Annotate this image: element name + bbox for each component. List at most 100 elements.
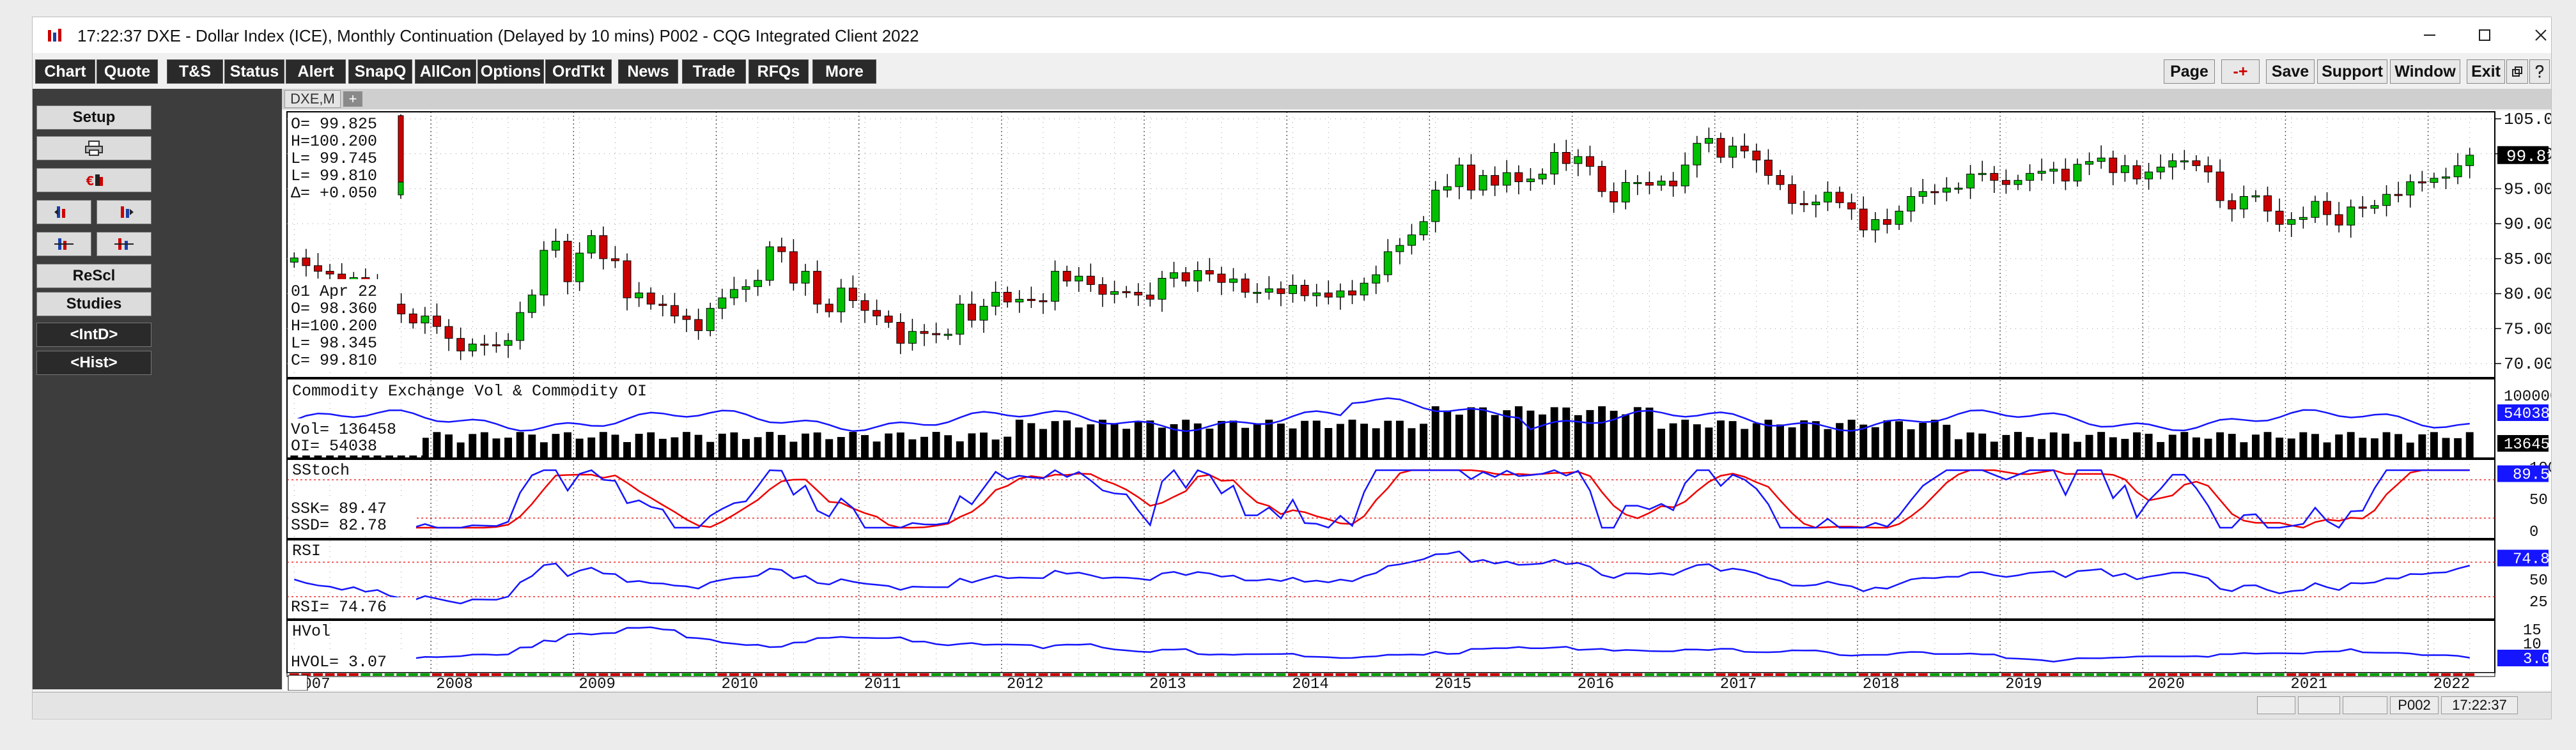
alert-button[interactable]: Alert <box>286 59 346 84</box>
candle <box>1966 173 1975 188</box>
candle <box>516 312 525 341</box>
rsi-panel-title: RSI <box>292 542 321 560</box>
candle <box>2049 169 2058 172</box>
add-tab-button[interactable]: + <box>343 91 362 107</box>
candle <box>801 271 810 284</box>
chart-svg[interactable]: 2007 2008 2009 2010 2011 2012 2013 2014 2015 2016… <box>283 110 2551 693</box>
title-text: DXE - Dollar Index (ICE), Monthly Contin… <box>146 26 919 45</box>
time-axis-marker <box>1514 673 1524 676</box>
volume-bar <box>1087 424 1095 458</box>
studies-button[interactable]: Studies <box>36 292 151 316</box>
time-axis-marker <box>432 673 442 676</box>
ts-button[interactable]: T&S <box>167 59 223 84</box>
volume-bar <box>2002 434 2010 458</box>
volume-bar <box>469 434 477 458</box>
volume-bar <box>1039 429 1047 458</box>
setup-button[interactable]: Setup <box>36 105 151 130</box>
volume-bar <box>2370 438 2378 458</box>
time-axis-marker <box>764 673 775 676</box>
restore-button[interactable] <box>2506 59 2528 84</box>
chart-tab[interactable]: DXE,M <box>284 90 341 108</box>
last-bar-info-row: H=100.200 <box>291 132 377 151</box>
save-button[interactable]: Save <box>2266 59 2315 84</box>
news-button[interactable]: News <box>618 59 678 84</box>
time-axis-marker <box>1288 673 1298 676</box>
status-button[interactable]: Status <box>224 59 284 84</box>
time-axis-marker <box>2310 673 2320 676</box>
volume-bar <box>706 441 715 458</box>
print-button[interactable] <box>36 136 151 160</box>
stoch-info-bg <box>288 498 416 535</box>
maximize-button[interactable] <box>2465 22 2504 48</box>
more-button[interactable]: More <box>812 59 876 84</box>
compress-button[interactable] <box>36 232 91 256</box>
candle <box>1680 164 1689 187</box>
time-axis-marker <box>1145 673 1155 676</box>
time-axis-marker <box>1300 673 1310 676</box>
hvol-last-marker <box>2497 650 2549 666</box>
snapq-button[interactable]: SnapQ <box>348 59 412 84</box>
volume-bar <box>1514 406 1523 458</box>
time-axis-marker <box>1395 673 1405 676</box>
chart-area[interactable]: 2007 2008 2009 2010 2011 2012 2013 2014 2015 2016… <box>283 110 2551 693</box>
trade-button[interactable]: Trade <box>682 59 746 84</box>
exit-button[interactable]: Exit <box>2467 59 2505 84</box>
options-button[interactable]: Options <box>477 59 544 84</box>
allcon-button[interactable]: AllCon <box>415 59 476 84</box>
time-axis-marker <box>1704 673 1714 676</box>
volume-bar <box>873 441 881 458</box>
time-axis-marker <box>788 673 798 676</box>
time-axis-marker <box>1418 673 1429 676</box>
scroll-left-button[interactable] <box>36 200 91 224</box>
volume-bar <box>849 432 857 458</box>
time-axis-marker <box>1537 673 1548 676</box>
rfqs-button[interactable]: RFQs <box>749 59 809 84</box>
time-axis-marker <box>373 673 382 676</box>
x-tick-label: 2015 <box>1434 676 1471 691</box>
candle <box>1776 175 1785 185</box>
support-button[interactable]: Support <box>2317 59 2387 84</box>
volume-bar <box>635 434 643 458</box>
volume-bar <box>777 434 786 458</box>
volume-bar <box>504 438 513 458</box>
volume-bar <box>1978 433 1987 458</box>
time-axis-marker <box>812 673 823 676</box>
help-button[interactable] <box>2529 59 2550 84</box>
history-button[interactable]: <Hist> <box>36 351 151 375</box>
time-axis-marker <box>1312 673 1322 676</box>
time-axis-marker <box>2108 673 2118 676</box>
stoch-info-ssd: SSD= 82.78 <box>291 516 387 535</box>
page-minus-plus-button[interactable]: -+ <box>2221 59 2260 84</box>
candle <box>1478 175 1487 191</box>
volume-bar <box>861 435 869 458</box>
candle <box>599 235 608 259</box>
candle <box>1312 293 1321 296</box>
candle <box>1443 186 1452 191</box>
ordtkt-button[interactable]: OrdTkt <box>545 59 612 84</box>
chart-button[interactable]: Chart <box>35 59 95 84</box>
close-button[interactable] <box>2522 22 2551 48</box>
candle <box>2453 165 2462 178</box>
candle <box>2465 155 2474 166</box>
intraday-button[interactable]: <IntD> <box>36 323 151 347</box>
volume-bar <box>552 434 560 458</box>
volume-bar <box>1859 424 1868 458</box>
currency-button[interactable]: € <box>36 168 151 192</box>
candle <box>1669 180 1678 187</box>
expand-button[interactable] <box>97 232 151 256</box>
volume-bar <box>920 436 928 458</box>
price-tick-label: 70.000 <box>2504 355 2551 374</box>
quote-button[interactable]: Quote <box>97 59 158 84</box>
time-axis-marker <box>2286 673 2297 676</box>
minimize-button[interactable] <box>2410 22 2449 48</box>
volume-bar <box>1586 409 1594 458</box>
rescale-button[interactable]: ReScl <box>36 264 151 288</box>
page-button[interactable]: Page <box>2164 59 2215 84</box>
window-button[interactable]: Window <box>2390 59 2460 84</box>
oi-last-marker <box>2497 404 2549 421</box>
time-axis-marker <box>289 673 299 676</box>
stoch-tick-label: 50 <box>2529 492 2548 509</box>
candle <box>2323 201 2331 215</box>
scroll-right-button[interactable] <box>97 200 151 224</box>
candle <box>1645 182 1654 186</box>
